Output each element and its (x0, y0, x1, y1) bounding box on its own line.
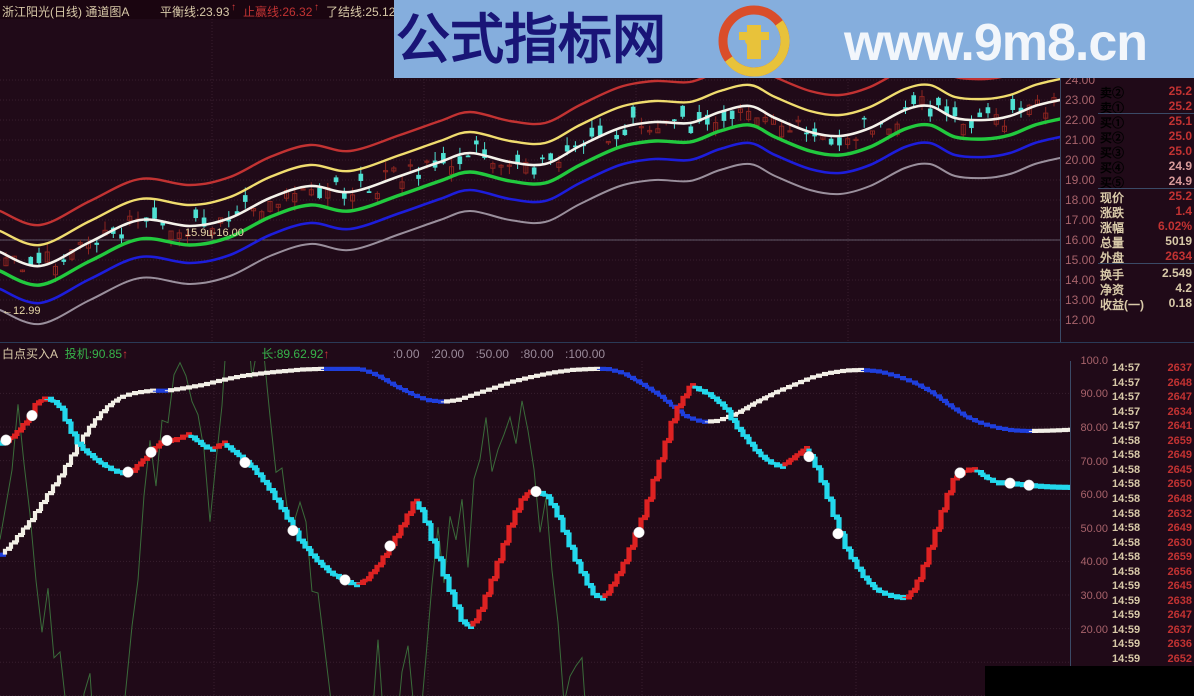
svg-text:公式指标网: 公式指标网 (396, 10, 666, 70)
svg-text:www.9m8.cn: www.9m8.cn (843, 14, 1147, 72)
svg-text:15.9ц-16.00: 15.9ц-16.00 (185, 227, 244, 239)
svg-text:←12.99: ←12.99 (2, 305, 41, 317)
